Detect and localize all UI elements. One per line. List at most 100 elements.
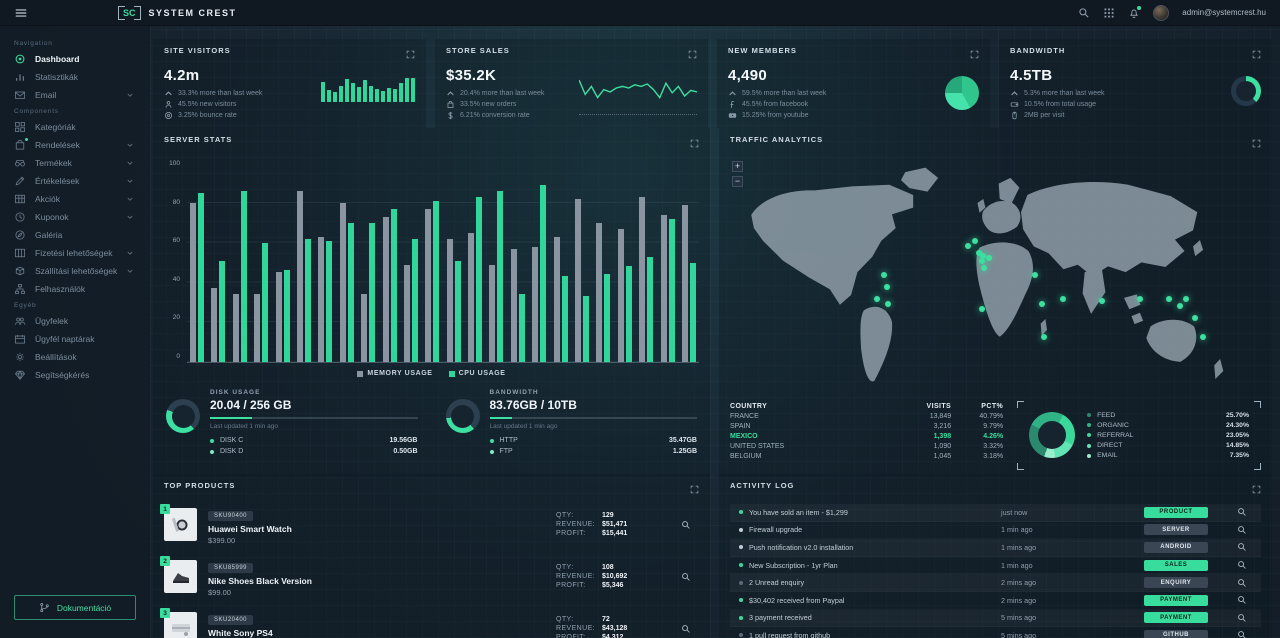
expand-icon[interactable] bbox=[1252, 481, 1261, 499]
country-row-spain[interactable]: SPAIN 3,216 9.79% bbox=[730, 422, 1004, 430]
bar-pair bbox=[489, 163, 504, 362]
menu-icon[interactable] bbox=[14, 6, 28, 20]
gallery-icon bbox=[14, 229, 26, 241]
expand-icon[interactable] bbox=[970, 46, 979, 64]
sidebar-item-label: Kuponok bbox=[35, 212, 69, 222]
help-icon bbox=[14, 369, 26, 381]
activity-text: 1 pull request from github bbox=[749, 630, 831, 638]
map-visitor-dot bbox=[873, 296, 880, 302]
magnifier-icon[interactable] bbox=[1232, 507, 1252, 517]
magnifier-icon[interactable] bbox=[1232, 578, 1252, 588]
chart-y-axis: 100 80 60 40 20 0 bbox=[164, 160, 180, 360]
activity-row[interactable]: New Subscription - 1yr Plan 1 min ago SALE… bbox=[730, 557, 1261, 575]
sidebar-item-galeria[interactable]: Galéria bbox=[0, 226, 150, 244]
card-value: 4.2m bbox=[164, 67, 200, 84]
expand-icon[interactable] bbox=[1252, 46, 1261, 64]
chevron-down-icon bbox=[126, 195, 134, 203]
status-dot bbox=[739, 527, 743, 532]
card-title: NEW MEMBERS bbox=[728, 46, 797, 55]
map-visitor-dot bbox=[1165, 296, 1172, 302]
chevron-down-icon bbox=[126, 267, 134, 275]
sidebar-item-ugyfelek[interactable]: Ügyfelek bbox=[0, 312, 150, 330]
map-zoom-out-button[interactable]: − bbox=[732, 176, 743, 187]
activity-row[interactable]: 3 payment received 5 mins ago PAYMENT bbox=[730, 609, 1261, 628]
sidebar-item-label: Rendelések bbox=[35, 140, 80, 150]
map-zoom-in-button[interactable]: + bbox=[732, 161, 743, 172]
expand-icon[interactable] bbox=[1252, 135, 1261, 153]
product-name: Nike Shoes Black Version bbox=[208, 576, 312, 586]
sku-badge: SKU90400 bbox=[208, 511, 254, 521]
map-visitor-dot bbox=[981, 264, 988, 271]
payments-icon bbox=[14, 247, 26, 259]
traffic-title: TRAFFIC ANALYTICS bbox=[730, 135, 824, 144]
disk-ring-chart bbox=[166, 399, 200, 433]
sidebar-item-felhasznalok[interactable]: Felhasználók bbox=[0, 280, 150, 298]
sidebar-item-kuponok[interactable]: Kuponok bbox=[0, 208, 150, 226]
mid-row: SERVER STATS 100 80 60 40 20 0 MEMORY USAGE CP… bbox=[153, 128, 1272, 477]
activity-row[interactable]: Push notification v2.0 installation 1 min… bbox=[730, 539, 1261, 557]
activity-row[interactable]: You have sold an item - $1,299 just now PR… bbox=[730, 504, 1261, 522]
avatar[interactable] bbox=[1153, 4, 1170, 21]
sidebar-item-szallitasi-lehetosegek[interactable]: Szállítási lehetőségek bbox=[0, 262, 150, 280]
brand[interactable]: SC SYSTEM CREST bbox=[118, 6, 237, 20]
product-row-nike-shoes-black-version[interactable]: 2 SKU85999 Nike Shoes Black Version $99.00 Q… bbox=[160, 551, 699, 603]
activity-row[interactable]: 1 pull request from github 5 mins ago GITH… bbox=[730, 627, 1261, 638]
card-site-visitors: SITE VISITORS 4.2m 33.3% more than last we… bbox=[153, 39, 426, 128]
map-visitor-dot bbox=[1041, 334, 1048, 341]
sidebar-item-beallitasok[interactable]: Beállítások bbox=[0, 348, 150, 366]
expand-icon[interactable] bbox=[406, 46, 415, 64]
activity-row[interactable]: Firewall upgrade 1 min ago SERVER bbox=[730, 522, 1261, 540]
country-row-belgium[interactable]: BELGIUM 1,045 3.18% bbox=[730, 452, 1004, 460]
apps-grid-icon[interactable] bbox=[1103, 7, 1115, 19]
product-row-huawei-smart-watch[interactable]: 1 SKU90400 Huawei Smart Watch $399.00 QTY: 12… bbox=[160, 499, 699, 551]
sidebar-item-akciok[interactable]: Akciók bbox=[0, 190, 150, 208]
activity-row[interactable]: $30,402 received from Paypal 2 mins ago PA… bbox=[730, 592, 1261, 610]
magnifier-icon[interactable] bbox=[1232, 542, 1252, 552]
bar-pair bbox=[660, 163, 675, 362]
world-map[interactable]: + − bbox=[730, 155, 1261, 395]
expand-icon[interactable] bbox=[690, 135, 699, 153]
product-thumbnail: 2 bbox=[160, 556, 197, 593]
documentation-button[interactable]: Dokumentáció bbox=[14, 595, 136, 620]
expand-icon[interactable] bbox=[690, 481, 699, 499]
sidebar-item-label: Beállítások bbox=[35, 352, 77, 362]
sidebar-item-segitsegkeres[interactable]: Segítségkérés bbox=[0, 366, 150, 384]
sidebar-item-ertekelesek[interactable]: Értékelések bbox=[0, 172, 150, 190]
sidebar-item-termekek[interactable]: Termékek bbox=[0, 154, 150, 172]
country-row-france[interactable]: FRANCE 13,849 40.79% bbox=[730, 412, 1004, 420]
magnifier-icon[interactable] bbox=[1232, 525, 1252, 535]
sidebar-item-label: Értékelések bbox=[35, 176, 80, 186]
sidebar-item-rendelesek[interactable]: Rendelések bbox=[0, 136, 150, 154]
bar-pair bbox=[339, 163, 354, 362]
notifications-bell-icon[interactable] bbox=[1128, 5, 1142, 19]
magnifier-icon[interactable] bbox=[673, 624, 699, 634]
sidebar-item-ugyfel-naptarak[interactable]: Ügyfél naptárak bbox=[0, 330, 150, 348]
legend-item: MEMORY USAGE bbox=[357, 370, 432, 377]
sidebar-item-statisztikak[interactable]: Statisztikák bbox=[0, 68, 150, 86]
magnifier-icon[interactable] bbox=[1232, 595, 1252, 605]
y-tick-label: 40 bbox=[172, 275, 180, 283]
magnifier-icon[interactable] bbox=[1232, 613, 1252, 623]
magnifier-icon[interactable] bbox=[673, 520, 699, 530]
magnifier-icon[interactable] bbox=[1232, 560, 1252, 570]
search-icon[interactable] bbox=[1078, 7, 1090, 19]
activity-row[interactable]: 2 Unread enquiry 2 mins ago ENQUIRY bbox=[730, 574, 1261, 592]
sidebar-item-email[interactable]: Email bbox=[0, 86, 150, 104]
country-row-mexico[interactable]: MEXICO 1,398 4.26% bbox=[730, 432, 1004, 440]
activity-time: 1 min ago bbox=[1001, 525, 1033, 535]
sidebar-item-kategoriak[interactable]: Kategóriák bbox=[0, 118, 150, 136]
magnifier-icon[interactable] bbox=[673, 572, 699, 582]
expand-icon[interactable] bbox=[688, 46, 697, 64]
sidebar-item-label: Segítségkérés bbox=[35, 370, 90, 380]
activity-badge: GITHUB bbox=[1144, 629, 1208, 638]
sub-value: 20.04 / 256 GB bbox=[210, 398, 292, 412]
country-row-united-states[interactable]: UNITED STATES 1,090 3.32% bbox=[730, 442, 1004, 450]
y-tick-label: 20 bbox=[172, 314, 180, 322]
magnifier-icon[interactable] bbox=[1232, 630, 1252, 638]
categories-icon bbox=[14, 121, 26, 133]
usage-item: DISK D 0.50GB bbox=[210, 446, 418, 457]
sidebar-item-fizetesi-lehetosegek[interactable]: Fizetési lehetőségek bbox=[0, 244, 150, 262]
map-visitor-dot bbox=[1098, 298, 1105, 305]
sidebar-item-dashboard[interactable]: Dashboard bbox=[0, 50, 150, 68]
